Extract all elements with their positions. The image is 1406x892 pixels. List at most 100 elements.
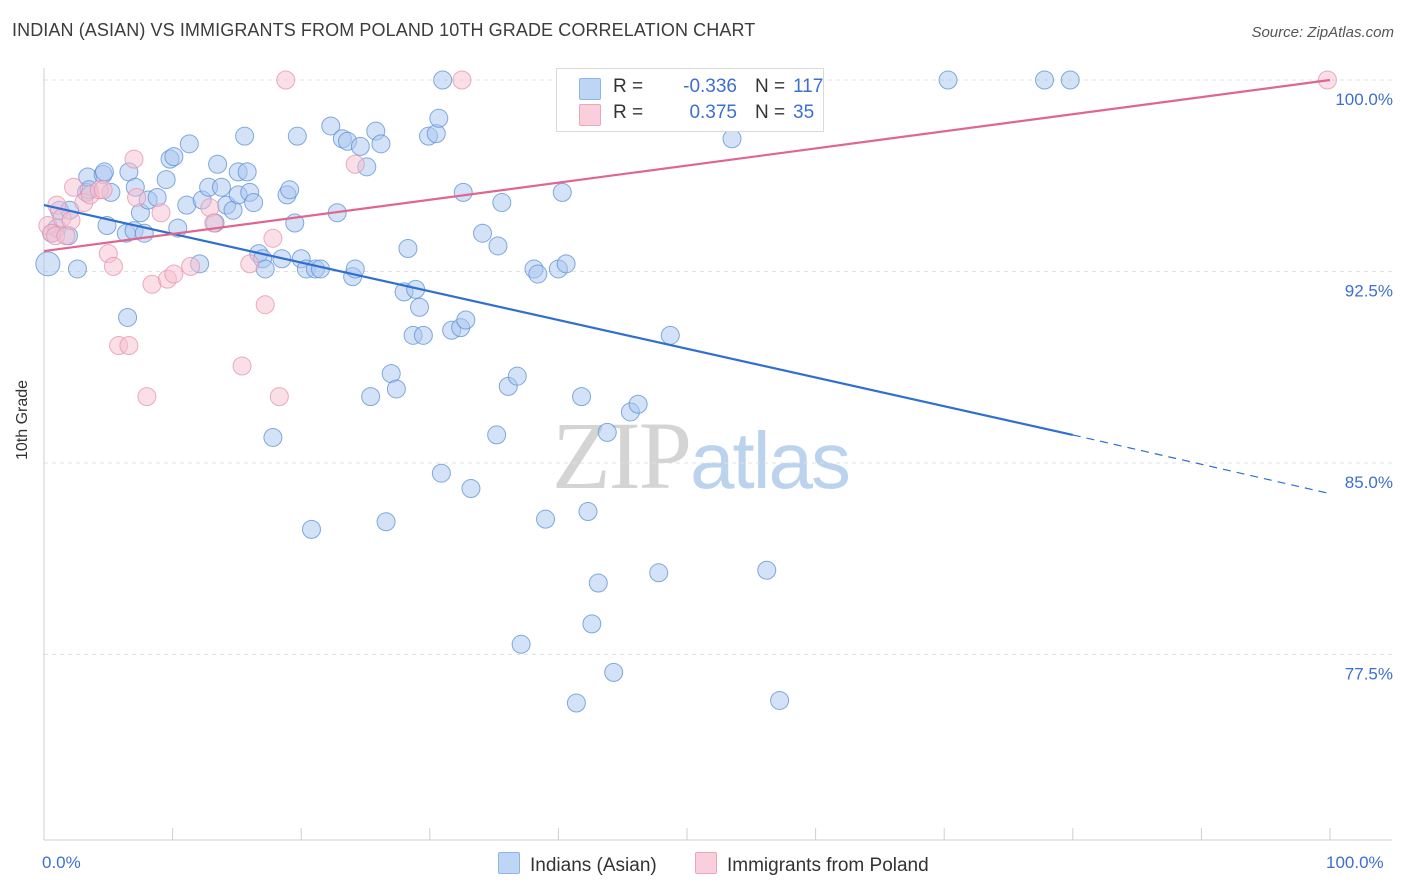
indian-point: [1035, 70, 1055, 90]
indian-point: [386, 379, 406, 399]
indian-point: [301, 519, 321, 539]
poland-point: [276, 70, 296, 90]
indian-point: [582, 614, 602, 634]
indian-point: [413, 325, 433, 345]
poland-point: [255, 295, 275, 315]
poland-point: [103, 256, 123, 276]
poland-point: [181, 256, 201, 276]
legend-n-label: N =: [755, 76, 786, 97]
poland-point: [164, 264, 184, 284]
indian-point: [572, 387, 592, 407]
bottom-legend-label-poland: Immigrants from Poland: [727, 855, 929, 876]
indian-point: [118, 307, 138, 327]
legend-swatch-pink: [579, 104, 601, 126]
indian-trend-line-extension: [1072, 434, 1331, 495]
source-label: Source: ZipAtlas.com: [1251, 24, 1394, 41]
indian-point: [280, 180, 300, 200]
legend-n-value: 35: [793, 102, 815, 123]
indian-point: [376, 512, 396, 532]
bottom-legend-poland: Immigrants from Poland: [695, 852, 929, 877]
indian-point: [536, 509, 556, 529]
indian-point: [263, 427, 283, 447]
bottom-legend-indians: Indians (Asian): [498, 852, 657, 877]
y-tick-label: 92.5%: [1345, 282, 1393, 301]
correlation-legend: R = -0.336 N = 117 R = 0.375 N = 35: [556, 68, 824, 132]
indian-point: [660, 325, 680, 345]
x-tick-label-min: 0.0%: [42, 853, 81, 872]
poland-point: [64, 177, 84, 197]
indian-point: [528, 264, 548, 284]
indian-point: [208, 154, 228, 174]
indian-point: [578, 502, 598, 522]
indian-point: [35, 251, 61, 277]
poland-point: [240, 254, 260, 274]
indian-point: [556, 254, 576, 274]
indian-point: [1060, 70, 1080, 90]
poland-trend-line: [43, 78, 1331, 253]
y-tick-label: 85.0%: [1345, 473, 1393, 492]
indian-point: [410, 297, 430, 317]
bottom-legend-swatch-blue: [498, 852, 520, 874]
watermark-atlas: atlas: [690, 416, 851, 505]
indian-point: [94, 162, 114, 182]
poland-point: [452, 70, 472, 90]
x-tick-label-max: 100.0%: [1326, 853, 1384, 872]
indian-trend-line: [43, 204, 1074, 436]
indian-point: [487, 425, 507, 445]
indian-point: [350, 136, 370, 156]
watermark: ZIPatlas: [552, 400, 851, 511]
indian-point: [237, 162, 257, 182]
indian-point: [179, 134, 199, 154]
indian-point: [398, 239, 418, 259]
bottom-legend-swatch-pink: [695, 852, 717, 874]
legend-n-label: N =: [755, 102, 786, 123]
chart-title: INDIAN (ASIAN) VS IMMIGRANTS FROM POLAND…: [12, 20, 756, 40]
poland-point: [232, 356, 252, 376]
indian-point: [722, 129, 742, 149]
indian-point: [164, 147, 184, 167]
indian-point: [371, 134, 391, 154]
indian-point: [321, 116, 341, 136]
poland-point: [119, 336, 139, 356]
poland-point: [345, 154, 365, 174]
poland-point: [124, 149, 144, 169]
legend-n-value: 117: [793, 76, 824, 97]
indian-point: [597, 422, 617, 442]
poland-point: [61, 210, 81, 230]
indian-point: [492, 193, 512, 213]
legend-swatch-blue: [579, 78, 601, 100]
legend-r-label: R =: [613, 102, 644, 123]
indian-point: [552, 182, 572, 202]
indian-point: [757, 560, 777, 580]
poland-point: [137, 387, 157, 407]
indian-point: [566, 693, 586, 713]
indian-point: [235, 126, 255, 146]
legend-r-value: 0.375: [689, 102, 737, 123]
indian-point: [938, 70, 958, 90]
indian-point: [244, 193, 264, 213]
poland-point: [263, 228, 283, 248]
indian-point: [429, 108, 449, 128]
indian-point: [588, 573, 608, 593]
indian-point: [461, 479, 481, 499]
legend-r-value: -0.336: [683, 76, 737, 97]
poland-point: [93, 180, 113, 200]
indian-point: [453, 182, 473, 202]
indian-point: [211, 177, 231, 197]
y-tick-label: 77.5%: [1345, 665, 1393, 684]
y-tick-label: 100.0%: [1335, 90, 1393, 109]
watermark-zip: ZIP: [552, 402, 692, 509]
legend-r-label: R =: [613, 76, 644, 97]
poland-point: [127, 187, 147, 207]
indian-point: [649, 563, 669, 583]
indian-point: [473, 223, 493, 243]
indian-point: [488, 236, 508, 256]
indian-point: [628, 394, 648, 414]
indian-point: [770, 690, 790, 710]
indian-point: [511, 634, 531, 654]
bottom-legend-label-indians: Indians (Asian): [530, 855, 657, 876]
poland-point: [269, 387, 289, 407]
indian-point: [604, 662, 624, 682]
indian-point: [156, 170, 176, 190]
